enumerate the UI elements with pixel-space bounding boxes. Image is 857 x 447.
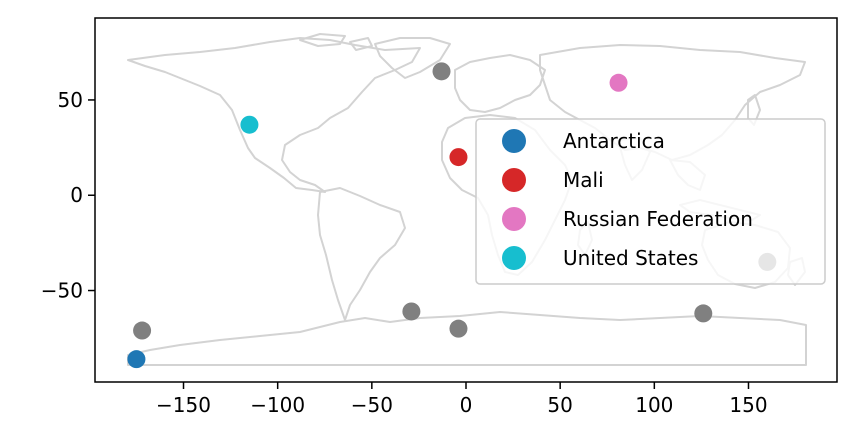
legend-frame [475, 118, 826, 285]
x-tick-label: −100 [250, 393, 305, 417]
japan-outline [747, 94, 761, 126]
antarctica-outline [127, 311, 807, 366]
legend-label: Russian Federation [563, 207, 753, 231]
x-tick-label: −150 [156, 393, 211, 417]
legend-label: Antarctica [563, 129, 665, 153]
unlabeled-point [449, 319, 468, 338]
legend-marker [502, 129, 526, 153]
legend-marker [502, 246, 526, 270]
y-tick-label: 50 [58, 88, 83, 112]
y-tick-label: 0 [70, 183, 83, 207]
unlabeled-point [133, 321, 152, 340]
legend-marker [502, 207, 526, 231]
data-point [609, 73, 628, 92]
south-america-outline [317, 187, 406, 321]
data-point [240, 115, 259, 134]
legend-label: Mali [563, 168, 604, 192]
data-point [449, 148, 468, 167]
y-axis: 50 0 −50 [41, 88, 95, 303]
legend-marker [502, 168, 526, 192]
legend-label: United States [563, 246, 698, 270]
data-points [127, 62, 777, 369]
legend: Antarctica Mali Russian Federation United S… [475, 118, 826, 285]
x-axis: −150 −100 −50 0 50 100 150 [156, 382, 768, 417]
unlabeled-point [402, 302, 421, 321]
legend-items: Antarctica Mali Russian Federation United S… [502, 129, 753, 270]
unlabeled-point [432, 62, 451, 81]
data-point [127, 350, 146, 369]
arctic-islands-outline [299, 33, 373, 51]
unlabeled-point [694, 304, 713, 323]
x-tick-label: 150 [729, 393, 767, 417]
y-tick-label: −50 [41, 279, 83, 303]
x-tick-label: 100 [635, 393, 673, 417]
x-tick-label: 50 [547, 393, 572, 417]
x-tick-label: −50 [351, 393, 393, 417]
north-america-outline [127, 37, 421, 193]
x-tick-label: 0 [460, 393, 473, 417]
greenland-outline [374, 37, 451, 79]
europe-outline [454, 54, 546, 113]
